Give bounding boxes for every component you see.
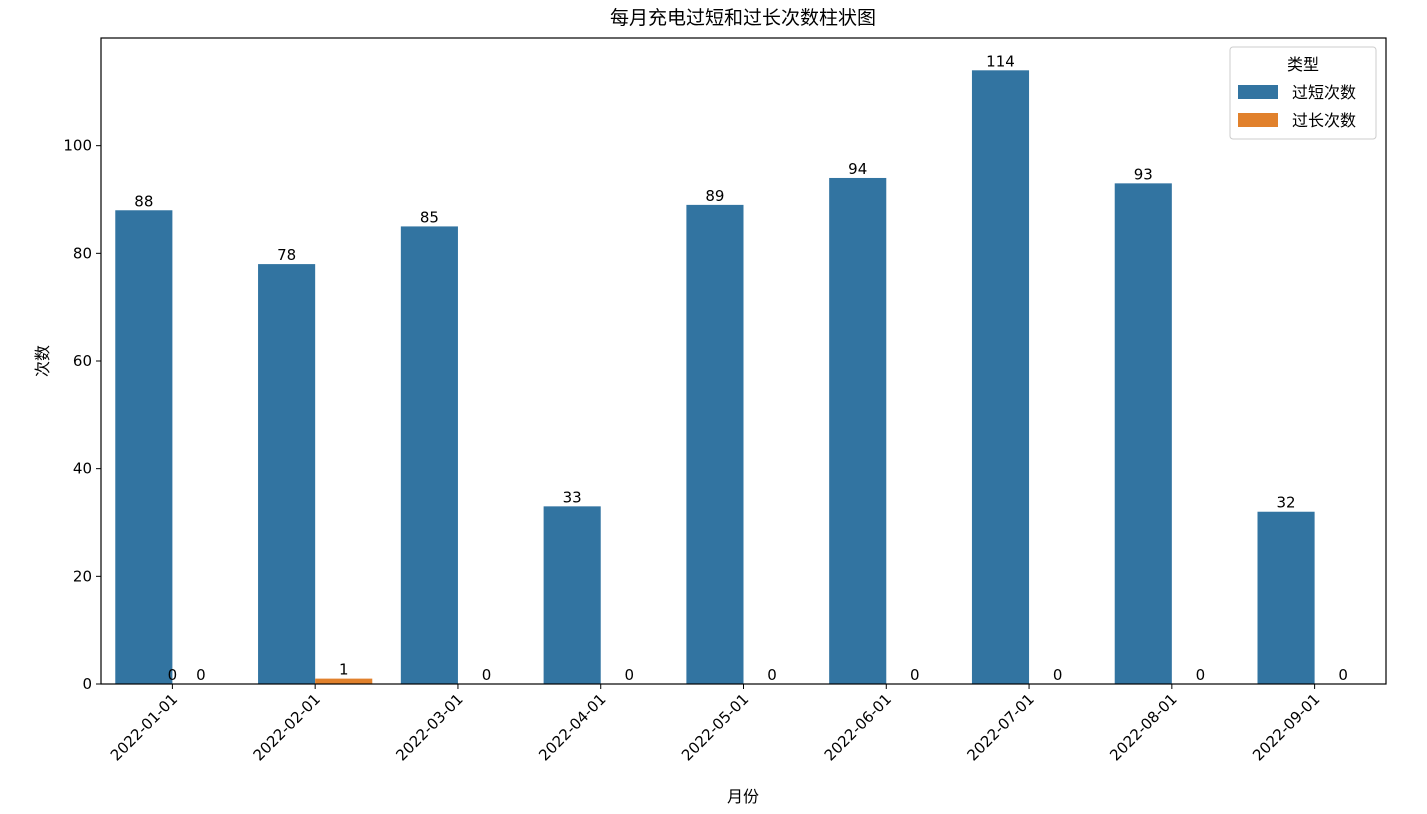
- bar-value-label: 0: [910, 666, 920, 684]
- legend-label: 过短次数: [1292, 83, 1356, 102]
- bar-value-label: 94: [848, 160, 867, 178]
- x-axis-label: 月份: [727, 787, 759, 806]
- x-tick-label: 2022-02-01: [250, 690, 324, 764]
- bar-0-8: [1257, 511, 1315, 684]
- bar-value-label: 0: [196, 666, 206, 684]
- x-tick-label: 2022-03-01: [392, 690, 466, 764]
- x-tick-label: 2022-05-01: [678, 690, 752, 764]
- y-tick-label: 0: [82, 675, 92, 693]
- bar-0-2: [400, 226, 458, 684]
- legend-swatch: [1238, 113, 1278, 127]
- bar-1-1: [315, 678, 373, 684]
- bar-value-label: 1: [339, 661, 349, 679]
- bar-value-label: 0: [1338, 666, 1348, 684]
- bar-value-label: 93: [1134, 165, 1153, 183]
- bar-value-label: 32: [1277, 494, 1296, 512]
- chart-title: 每月充电过短和过长次数柱状图: [610, 7, 876, 29]
- y-axis-label: 次数: [33, 345, 52, 377]
- bars-group: [115, 70, 1315, 685]
- y-tick-label: 100: [63, 137, 92, 155]
- bar-value-label: 78: [277, 246, 296, 264]
- y-tick-label: 20: [73, 567, 92, 585]
- bar-value-label: 0: [767, 666, 777, 684]
- bar-0-0: [115, 210, 173, 684]
- bar-value-label: 0: [625, 666, 635, 684]
- bar-value-label: 0: [1053, 666, 1063, 684]
- legend-label: 过长次数: [1292, 111, 1356, 130]
- bar-value-label: 0: [482, 666, 492, 684]
- bar-value-label: 85: [420, 208, 439, 226]
- x-tick-label: 2022-04-01: [535, 690, 609, 764]
- bar-value-label: 33: [563, 488, 582, 506]
- legend-title: 类型: [1287, 55, 1319, 74]
- bar-value-label: 88: [134, 192, 153, 210]
- x-tick-label: 2022-07-01: [964, 690, 1038, 764]
- bar-0-1: [258, 264, 316, 684]
- bar-0-6: [971, 70, 1030, 685]
- y-tick-label: 80: [73, 244, 92, 262]
- x-tick-label: 2022-08-01: [1106, 690, 1180, 764]
- y-tick-label: 60: [73, 352, 92, 370]
- y-tick-label: 40: [73, 460, 92, 478]
- bar-0-5: [829, 177, 887, 684]
- bar-value-label: 89: [705, 187, 724, 205]
- bar-0-4: [686, 204, 744, 684]
- legend-swatch: [1238, 85, 1278, 99]
- x-tick-label: 2022-06-01: [821, 690, 895, 764]
- bar-0-3: [543, 506, 601, 684]
- bar-value-label: 114: [986, 52, 1015, 70]
- bar-value-label-extra: 0: [168, 666, 178, 684]
- bar-0-7: [1114, 183, 1172, 684]
- bar-value-label: 0: [1196, 666, 1206, 684]
- x-tick-label: 2022-09-01: [1249, 690, 1323, 764]
- x-tick-label: 2022-01-01: [107, 690, 181, 764]
